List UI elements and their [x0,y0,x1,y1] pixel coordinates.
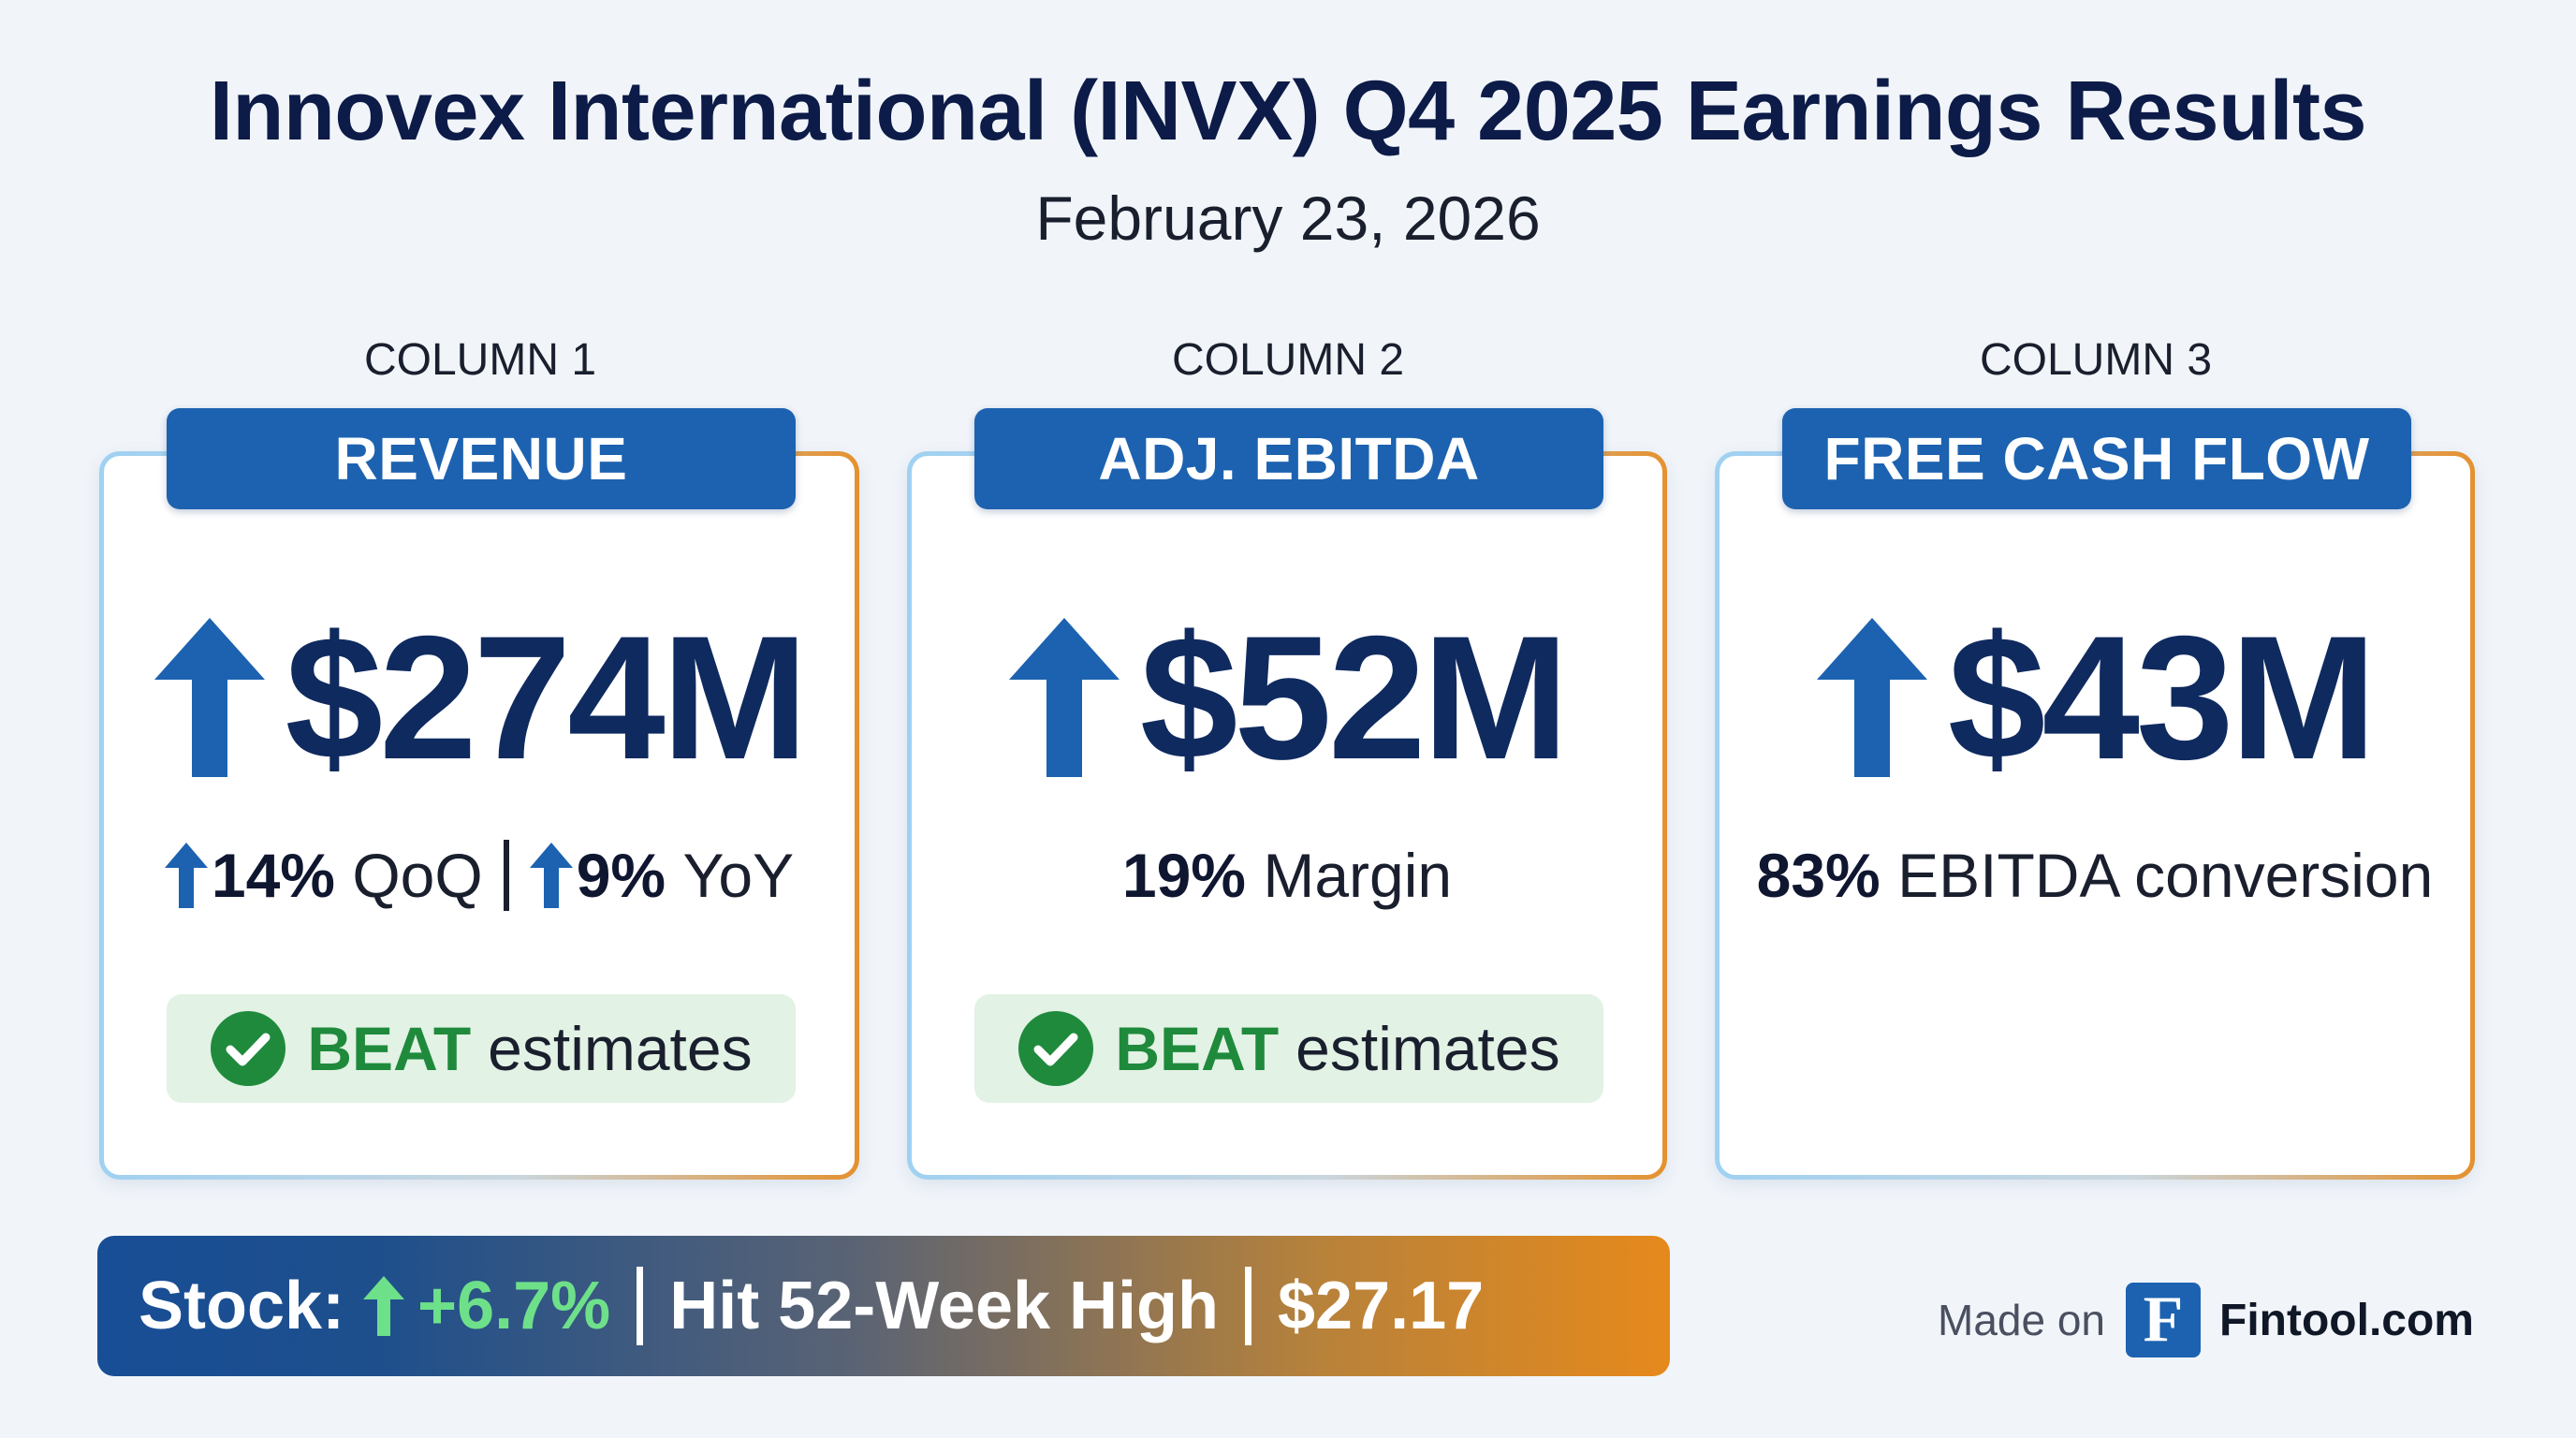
check-circle-icon [1018,1011,1094,1086]
beat-word: BEAT [1115,1014,1280,1083]
yoy-label: YoY [682,841,795,910]
revenue-growth-row: 14% QoQ 9% YoY [99,829,859,922]
check-circle-icon [211,1011,286,1086]
stock-price: $27.17 [1278,1269,1485,1343]
adj-ebitda-header: ADJ. EBITDA [974,408,1603,509]
free-cash-flow-value-row: $43M [1715,599,2475,796]
fintool-link[interactable]: Fintool.com [2219,1295,2474,1345]
margin-value: 19% [1121,841,1246,910]
margin-label: Margin [1263,841,1453,910]
fintool-logo: F [2126,1283,2202,1357]
revenue-value: $274M [285,599,809,796]
up-arrow-icon [529,843,573,908]
conversion-label: EBITDA conversion [1897,841,2434,910]
revenue-beat-badge: BEAT estimates [167,994,796,1103]
report-date: February 23, 2026 [1035,183,1541,253]
column-1-label: COLUMN 1 [363,335,597,385]
up-arrow-icon [154,618,265,777]
stock-banner: Stock: +6.7% Hit 52-Week High $27.17 [97,1236,1670,1376]
divider [1245,1267,1251,1345]
conversion-value: 83% [1756,841,1881,910]
beat-rest: estimates [1295,1014,1560,1083]
made-on-text: Made on [1938,1296,2106,1344]
up-arrow-icon [1816,618,1927,777]
adj-ebitda-value: $52M [1139,599,1569,796]
page-title: Innovex International (INVX) Q4 2025 Ear… [209,65,2367,158]
adj-ebitda-value-row: $52M [907,599,1667,796]
up-arrow-icon [1008,618,1120,777]
revenue-value-row: $274M [99,599,859,796]
stock-label: Stock: [139,1269,345,1343]
free-cash-flow-header: FREE CASH FLOW [1782,408,2411,509]
stock-change: +6.7% [417,1269,611,1343]
column-3-label: COLUMN 3 [1979,335,2213,385]
branding: Made on F Fintool.com [1938,1281,2474,1359]
qoq-label: QoQ [352,841,483,910]
free-cash-flow-card [1715,451,2475,1180]
beat-word: BEAT [307,1014,472,1083]
adj-ebitda-beat-badge: BEAT estimates [974,994,1603,1103]
beat-rest: estimates [488,1014,753,1083]
up-arrow-icon [164,843,208,908]
qoq-value: 14% [211,841,335,910]
margin-row: 19% Margin [907,829,1667,922]
revenue-header: REVENUE [167,408,796,509]
divider [637,1267,644,1345]
conversion-row: 83% EBITDA conversion [1715,829,2475,922]
column-2-label: COLUMN 2 [1171,335,1405,385]
divider [503,840,509,911]
yoy-value: 9% [576,841,666,910]
free-cash-flow-value: $43M [1947,599,2377,796]
stock-high-text: Hit 52-Week High [669,1269,1219,1343]
up-arrow-icon [363,1276,405,1336]
